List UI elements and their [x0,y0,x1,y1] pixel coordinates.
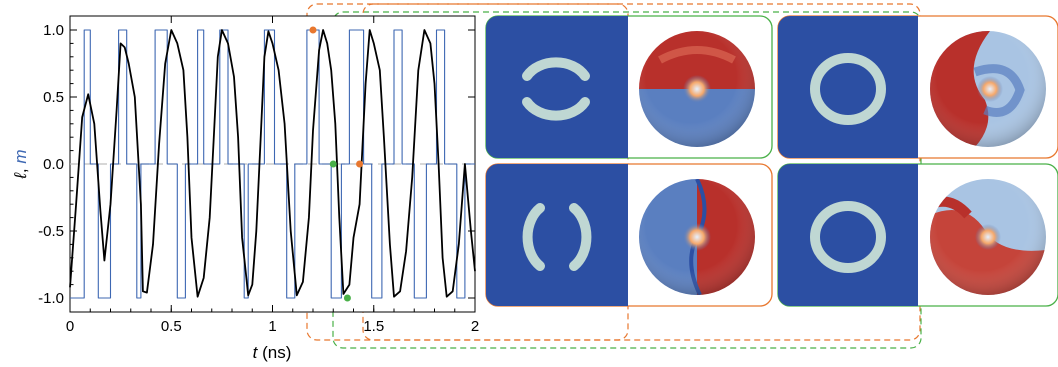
ring-arc-left [522,203,545,271]
x-tick-label: 0.5 [161,318,182,335]
snapshot-bottom-right [777,163,1058,307]
snapshot-bottom-left [485,163,773,307]
density-panel [486,164,628,306]
y-tick-label: -0.5 [38,223,64,240]
x-axis-label: t (ns) [253,343,292,362]
snapshot-top-right [777,15,1058,159]
magnetization-sphere [930,31,1046,147]
ring-arc-bottom [522,97,590,121]
density-panel [486,16,628,158]
series-line-m [70,29,475,299]
ring-full [810,201,886,273]
y-axis-label: ℓ, m [11,149,30,179]
time-marker-green [329,160,337,168]
line-chart: 0 0.5 1 1.5 2 1.0 0.5 0.0 -0.5 -1.0 [38,15,479,335]
x-tick-label: 2 [471,318,479,335]
y-tick-label: 1.0 [43,22,64,39]
time-marker-green [343,294,351,302]
x-axis-ticks: 0 0.5 1 1.5 2 [66,16,479,335]
ring-full [810,53,886,125]
ring-arc-right [569,203,592,271]
magnetization-sphere [639,31,755,147]
time-marker-orange [309,26,317,34]
density-panel [778,16,918,158]
y-tick-label: 0.0 [43,156,64,173]
y-tick-label: 0.5 [43,89,64,106]
marker-group [309,26,364,302]
snapshot-top-left [485,15,773,159]
series-group [69,29,476,299]
y-axis-ticks: 1.0 0.5 0.0 -0.5 -1.0 [38,22,475,307]
magnetization-sphere [930,179,1046,295]
series-line-l [69,29,476,298]
magnetization-sphere [639,179,755,295]
x-tick-label: 1 [268,318,276,335]
x-tick-label: 1.5 [363,318,384,335]
ring-arc-top [522,57,590,81]
x-tick-label: 0 [66,318,74,335]
density-panel [778,164,918,306]
time-marker-orange [356,160,364,168]
y-tick-label: -1.0 [38,290,64,307]
